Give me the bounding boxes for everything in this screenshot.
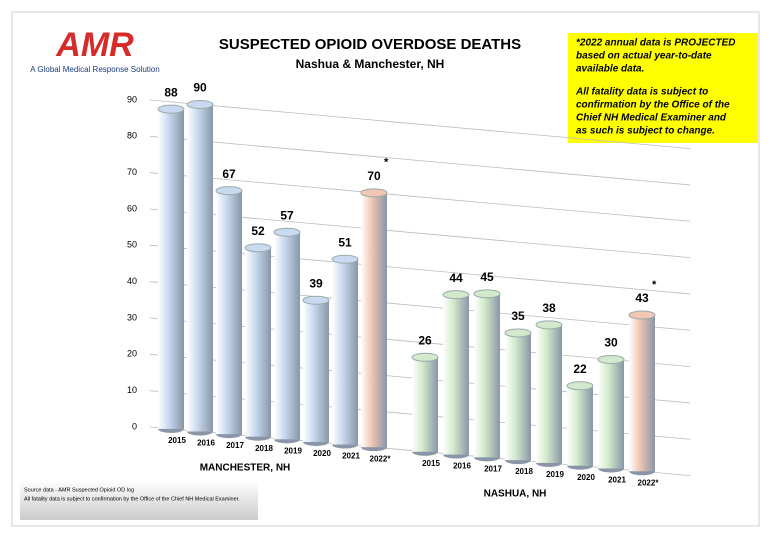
projected-mark: * xyxy=(384,157,389,169)
value-label: 90 xyxy=(193,81,207,95)
bar-cap xyxy=(442,290,470,300)
note-line: available data. xyxy=(576,64,644,75)
value-label: 51 xyxy=(338,235,352,249)
bar-cap xyxy=(597,354,625,364)
note-line: based on actual year-to-date xyxy=(576,51,712,62)
bar-cap xyxy=(186,100,214,109)
y-tick-label: 30 xyxy=(127,312,137,322)
source-line: All fatality data is subject to confirma… xyxy=(24,496,240,502)
bar xyxy=(274,232,300,440)
x-tick-label: 2019 xyxy=(546,470,564,479)
value-label: 30 xyxy=(604,336,618,350)
bar xyxy=(216,190,242,435)
x-tick-label: 2020 xyxy=(577,473,595,482)
projected-mark: * xyxy=(652,279,657,291)
value-label: 52 xyxy=(251,224,265,238)
value-label: 26 xyxy=(418,333,432,347)
grid-line xyxy=(149,99,691,149)
bar xyxy=(332,259,358,445)
grid-line xyxy=(149,135,691,186)
bar xyxy=(303,300,329,442)
x-tick-label: 2021 xyxy=(608,476,626,485)
bar xyxy=(245,247,271,437)
value-label: 57 xyxy=(280,208,294,222)
x-tick-label: 2022* xyxy=(638,478,660,487)
bar-cap xyxy=(411,352,439,362)
bar-cap xyxy=(628,310,656,320)
bar xyxy=(412,357,438,452)
value-label: 67 xyxy=(222,167,236,181)
note-line: as such is subject to change. xyxy=(576,126,715,137)
bar-cap xyxy=(360,188,388,198)
bar-cap xyxy=(215,186,243,196)
bar xyxy=(567,385,593,466)
bar-cap xyxy=(302,295,330,305)
bar xyxy=(361,192,387,448)
y-tick-label: 60 xyxy=(127,203,137,213)
bar-cap xyxy=(157,104,185,114)
value-label: 38 xyxy=(542,301,556,315)
bar-cap xyxy=(244,243,272,253)
y-tick-label: 80 xyxy=(127,131,137,141)
grid-line xyxy=(149,172,691,222)
x-tick-label: 2015 xyxy=(168,436,186,445)
bar-cap xyxy=(566,381,594,391)
chart-title: SUSPECTED OPIOID OVERDOSE DEATHS xyxy=(219,36,521,53)
bar-cap xyxy=(273,227,301,237)
y-tick-label: 90 xyxy=(127,94,137,104)
chart-subtitle: Nashua & Manchester, NH xyxy=(296,57,445,71)
value-label: 22 xyxy=(573,362,587,376)
bar xyxy=(187,104,213,432)
value-label: 44 xyxy=(449,271,463,285)
x-tick-label: 2020 xyxy=(313,449,331,458)
x-tick-label: 2016 xyxy=(197,439,215,448)
bar-cap xyxy=(331,254,359,264)
bar-cap xyxy=(535,320,563,330)
bar xyxy=(474,293,500,458)
x-tick-label: 2019 xyxy=(284,446,302,455)
group-label: NASHUA, NH xyxy=(484,489,547,500)
y-tick-label: 10 xyxy=(127,385,137,395)
x-tick-label: 2022* xyxy=(370,454,392,463)
bar-cap xyxy=(473,289,501,299)
y-tick-label: 20 xyxy=(127,349,137,359)
x-tick-label: 2017 xyxy=(484,464,502,473)
value-label: 35 xyxy=(511,309,525,323)
bar xyxy=(158,109,184,429)
logo: AMR xyxy=(55,26,134,64)
source-line: Source data - AMR Suspected Opioid OD lo… xyxy=(24,487,134,493)
x-tick-label: 2021 xyxy=(342,452,360,461)
value-label: 70 xyxy=(367,169,381,183)
x-tick-label: 2016 xyxy=(453,462,471,471)
x-tick-label: 2017 xyxy=(226,441,244,450)
y-tick-label: 40 xyxy=(127,276,137,286)
bar xyxy=(536,324,562,463)
note-line: All fatality data is subject to xyxy=(575,87,708,98)
y-tick-label: 70 xyxy=(127,167,137,177)
source-box xyxy=(20,480,258,520)
note-line: Chief NH Medical Examiner and xyxy=(576,113,727,124)
bar xyxy=(443,294,469,455)
y-tick-label: 50 xyxy=(127,240,137,250)
bar-cap xyxy=(504,328,532,338)
x-tick-label: 2015 xyxy=(422,459,440,468)
group-label: MANCHESTER, NH xyxy=(200,463,291,474)
note-line: *2022 annual data is PROJECTED xyxy=(576,38,736,49)
x-tick-label: 2018 xyxy=(255,444,273,453)
y-tick-label: 0 xyxy=(132,421,137,431)
value-label: 88 xyxy=(164,85,178,99)
value-label: 39 xyxy=(309,276,323,290)
bar xyxy=(505,332,531,461)
note-line: confirmation by the Office of the xyxy=(576,100,730,111)
x-tick-label: 2018 xyxy=(515,467,533,476)
logo-tagline: A Global Medical Response Solution xyxy=(30,65,159,74)
bar xyxy=(629,315,655,472)
value-label: 43 xyxy=(635,291,649,305)
note-box xyxy=(568,33,758,143)
bar xyxy=(598,359,624,469)
value-label: 45 xyxy=(480,270,494,284)
